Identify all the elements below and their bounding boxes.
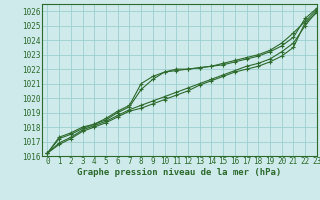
X-axis label: Graphe pression niveau de la mer (hPa): Graphe pression niveau de la mer (hPa) — [77, 168, 281, 177]
